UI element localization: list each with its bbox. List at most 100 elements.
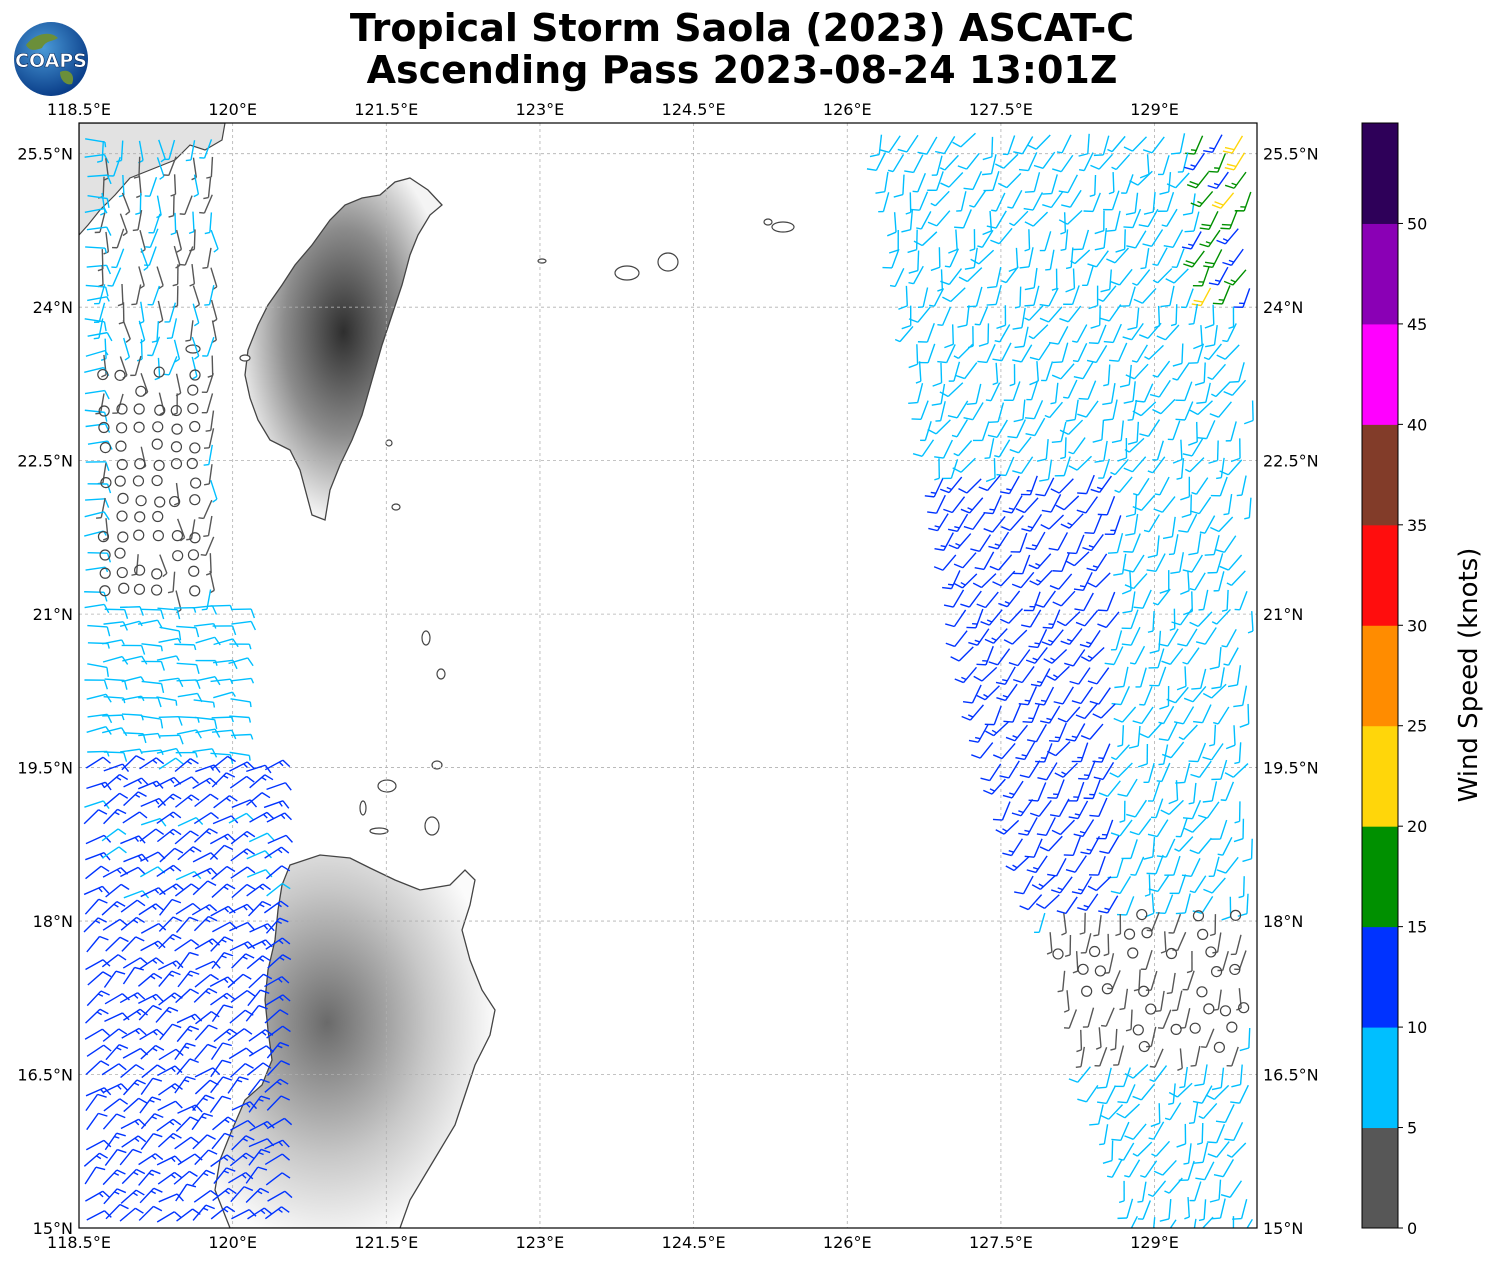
wind-barb <box>266 1117 293 1130</box>
wind-barb <box>1137 743 1149 768</box>
wind-barb <box>148 213 161 234</box>
wind-barb <box>193 174 200 198</box>
wind-barb <box>1045 249 1055 271</box>
wind-barb <box>908 250 920 274</box>
wind-barb <box>159 883 185 896</box>
wind-barb <box>1203 134 1223 154</box>
wind-barb <box>1106 210 1121 232</box>
wind-barb <box>1223 379 1247 396</box>
wind-barb <box>1207 363 1227 381</box>
wind-barb <box>968 724 989 743</box>
calm-wind-marker <box>1077 963 1089 975</box>
wind-barb <box>1089 687 1111 705</box>
wind-barb <box>1013 136 1034 155</box>
wind-barb <box>986 284 1002 306</box>
wind-barb <box>982 136 994 161</box>
wind-barb <box>1092 743 1111 763</box>
wind-barb <box>203 515 213 538</box>
wind-barb <box>920 421 932 442</box>
calm-wind-marker <box>114 475 126 487</box>
wind-barb <box>163 139 176 161</box>
wind-barb <box>970 249 995 265</box>
wind-barb <box>1107 970 1121 990</box>
wind-barb <box>195 1010 220 1025</box>
wind-barb <box>85 865 110 880</box>
wind-barb <box>85 834 112 845</box>
wind-barb <box>195 636 221 646</box>
wind-barb <box>1211 667 1225 690</box>
wind-barb <box>1021 513 1043 532</box>
wind-barb <box>167 571 176 594</box>
wind-barb <box>185 140 196 162</box>
wind-barb <box>136 339 143 362</box>
wind-barb <box>1107 135 1126 153</box>
wind-barb <box>992 570 1016 587</box>
wind-barb <box>1013 554 1031 575</box>
wind-barb <box>1175 381 1193 402</box>
wind-barb <box>963 171 983 191</box>
wind-barb <box>163 156 177 177</box>
wind-barb <box>1098 458 1111 479</box>
wind-barb <box>103 1098 129 1112</box>
wind-barb <box>132 210 143 232</box>
wind-barb <box>1007 419 1026 439</box>
wind-barb <box>1151 1140 1171 1157</box>
coaps-logo-icon: COAPS <box>14 22 88 96</box>
wind-barb <box>170 212 177 236</box>
ryukyu-island <box>385 439 393 447</box>
wind-barb <box>209 833 236 845</box>
wind-barb <box>1075 610 1099 627</box>
wind-barb <box>1110 1028 1118 1051</box>
wind-barb <box>1052 154 1074 173</box>
calm-wind-marker <box>114 369 126 381</box>
colorbar-frame <box>1361 122 1399 1229</box>
wind-barb <box>101 1063 127 1076</box>
wind-barb <box>1080 646 1105 662</box>
wind-barb <box>1034 686 1055 706</box>
wind-barb <box>1012 307 1026 330</box>
lat-tick-label-left: 16.5°N <box>17 1066 73 1085</box>
wind-barb <box>84 1028 110 1040</box>
wind-barb <box>140 887 166 898</box>
calm-wind-marker <box>99 549 111 561</box>
wind-barb <box>1213 706 1230 725</box>
wind-barb <box>229 1152 255 1167</box>
wind-barb <box>1184 211 1200 233</box>
wind-barb <box>192 852 219 863</box>
wind-barb <box>120 1064 145 1079</box>
wind-barb <box>211 1132 234 1150</box>
wind-barb <box>1156 838 1176 858</box>
wind-barb <box>121 713 144 721</box>
wind-barb <box>1126 799 1147 818</box>
wind-barb <box>139 230 146 253</box>
wind-barb <box>1125 494 1138 518</box>
wind-barb <box>939 382 964 398</box>
wind-barb <box>87 483 112 494</box>
wind-barb <box>1202 781 1218 803</box>
wind-barb <box>247 989 270 1007</box>
wind-barb <box>263 900 289 914</box>
wind-barb <box>1065 723 1086 742</box>
wind-barb <box>1096 1067 1112 1089</box>
wind-barb <box>1090 475 1113 493</box>
lon-tick-label-top: 121.5°E <box>354 100 418 119</box>
wind-barb <box>227 1028 253 1042</box>
wind-barb <box>1077 893 1099 912</box>
calm-wind-marker <box>133 529 145 541</box>
wind-barb <box>84 409 108 422</box>
wind-barb <box>120 866 146 878</box>
wind-barb <box>1149 666 1167 687</box>
wind-barb <box>1074 592 1094 612</box>
wind-barb <box>84 207 108 214</box>
wind-barb <box>112 393 124 414</box>
wind-barb <box>960 590 982 608</box>
wind-barb <box>1116 896 1135 916</box>
wind-barb <box>1182 438 1204 457</box>
wind-barb <box>103 792 129 807</box>
wind-barb <box>200 536 215 556</box>
calm-wind-marker <box>1229 909 1242 921</box>
wind-barb <box>910 191 929 211</box>
wind-barb <box>1155 894 1174 914</box>
wind-barb <box>1119 988 1129 1011</box>
wind-barb <box>980 763 1002 782</box>
